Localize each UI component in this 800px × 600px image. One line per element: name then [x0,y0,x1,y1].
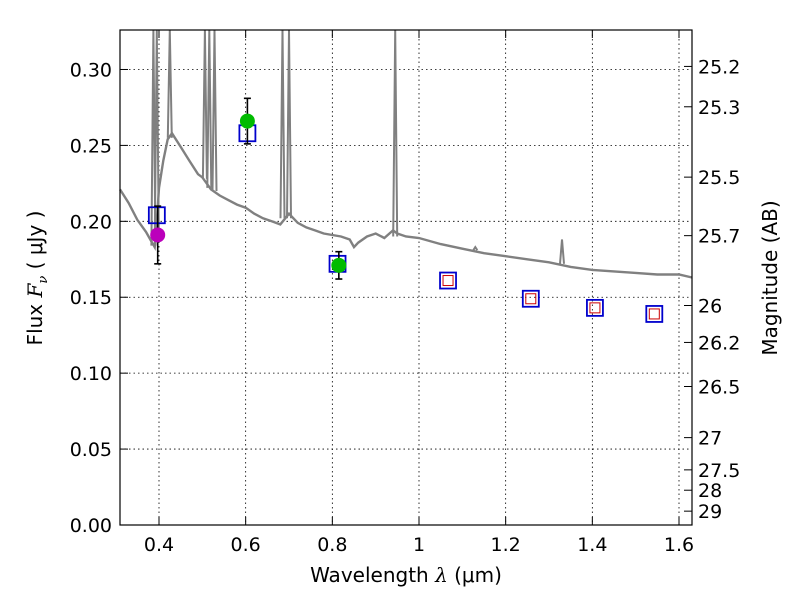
y-tick-label: 0.00 [70,515,112,537]
observed-point [331,257,347,273]
y2-tick-label: 25.2 [698,56,740,78]
y2-tick-label: 28 [698,480,722,502]
observed-point [150,227,166,243]
model-spectrum-line [118,131,693,279]
y2-tick-label: 25.3 [698,97,740,119]
x-tick-label: 0.6 [231,534,261,556]
x-tick-label: 1.4 [577,534,607,556]
x-axis-label: Wavelength λ (μm) [310,563,502,587]
y2-tick-label: 25.5 [698,167,740,189]
x-tick-label: 0.4 [144,534,174,556]
limit-square [525,293,537,305]
observed-point [239,113,255,129]
emission-line-spike [472,245,479,251]
y-axis-label: Flux Fν ( μJy ) [23,211,51,346]
limit-square [589,302,601,314]
limit-square [442,275,454,287]
emission-line-spike [559,239,565,264]
y2-tick-label: 26.5 [698,377,740,399]
y-tick-label: 0.05 [70,439,112,461]
y2-tick-label: 26 [698,296,722,318]
y2-tick-label: 26.2 [698,332,740,354]
x-tick-label: 1.2 [491,534,521,556]
model-photometry-square [586,298,604,317]
y2-tick-label: 27 [698,428,722,450]
y-tick-label: 0.10 [70,363,112,385]
y2-tick-label: 29 [698,501,722,523]
model-photometry-square [439,271,457,290]
photometry-layer [147,97,664,323]
x-tick-label: 0.8 [317,534,347,556]
x-tick-label: 1.6 [664,534,694,556]
y-tick-label: 0.20 [70,211,112,233]
y-tick-label: 0.25 [70,135,112,157]
y2-axis-label: Magnitude (AB) [758,200,782,355]
model-photometry-square [147,206,166,225]
y2-tick-label: 25.7 [698,226,740,248]
model-photometry-square [521,289,540,308]
y2-tick-label: 27.5 [698,460,740,482]
axis-ticks: 0.4 0.6 0.8 1 1.2 1.4 1.6 0.00 0.05 0.10 0.15 0.20 0… [70,30,740,556]
limit-square [648,308,660,320]
x-tick-label: 1 [413,534,425,556]
y-tick-label: 0.30 [70,59,112,81]
plot-frame [119,29,693,526]
y-tick-label: 0.15 [70,287,112,309]
model-photometry-square [645,305,664,323]
